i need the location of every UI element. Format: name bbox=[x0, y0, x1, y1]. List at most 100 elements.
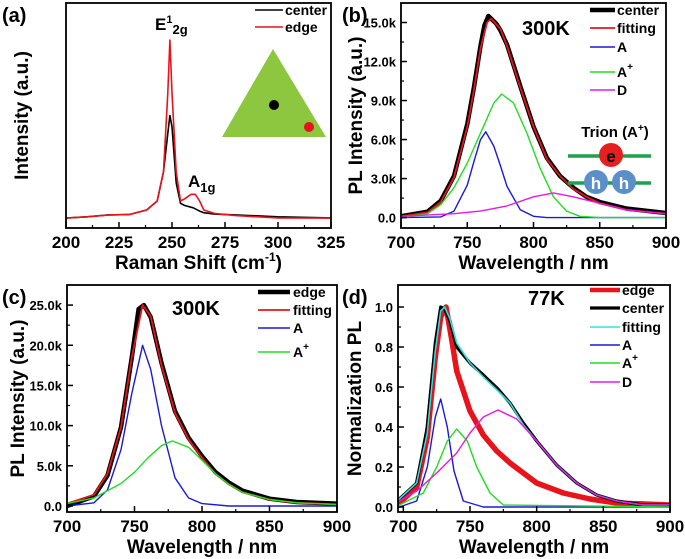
x-tick-label: 200 bbox=[52, 233, 80, 252]
series-group bbox=[398, 304, 670, 508]
legend: edge center fitting AA+ D bbox=[590, 282, 665, 390]
x-tick-label: 700 bbox=[387, 233, 415, 252]
hole-label: h bbox=[619, 174, 629, 193]
x-axis-label-sup: -1 bbox=[265, 250, 276, 264]
x-tick-label: 900 bbox=[656, 517, 684, 536]
panel-label: (d) bbox=[342, 287, 368, 309]
y-axis-label: PL Intensity (a.u.) bbox=[346, 36, 367, 194]
y-tick-label: 10.0k bbox=[29, 419, 62, 434]
temperature-label: 300K bbox=[172, 298, 220, 320]
x-tick-label: 900 bbox=[652, 233, 680, 252]
series-line-edge bbox=[66, 39, 331, 219]
x-axis-label: Wavelength / nm bbox=[127, 537, 277, 558]
legend: center fitting A A+ D bbox=[590, 2, 660, 98]
panel-label: (b) bbox=[342, 5, 368, 27]
y-tick-label: 0.0 bbox=[375, 500, 393, 515]
y-axis-label: Intensity (a.u.) bbox=[12, 51, 33, 180]
x-tick-label: 250 bbox=[158, 233, 186, 252]
x-tick-label: 850 bbox=[589, 517, 617, 536]
legend-label: fitting bbox=[622, 319, 661, 335]
peak-label-e2g: E12g bbox=[155, 14, 188, 37]
legend-label: fitting bbox=[617, 20, 656, 36]
y-tick-label: 6.0k bbox=[371, 133, 397, 148]
plot-frame bbox=[397, 284, 671, 513]
series-line-a bbox=[67, 344, 337, 507]
trion-inset: Trion (A+) eh h bbox=[568, 123, 651, 194]
hole-icon bbox=[584, 170, 608, 194]
legend-label: edge bbox=[293, 284, 326, 300]
peak-label-sub: 1g bbox=[200, 180, 215, 195]
y-tick-label: 1.0 bbox=[375, 300, 393, 315]
legend: edge fitting A A+ bbox=[258, 284, 332, 360]
panel-label: (a) bbox=[2, 5, 26, 27]
y-tick-label: 3.0k bbox=[371, 172, 397, 187]
x-axis-label: Wavelength / nm bbox=[459, 537, 609, 558]
hole-icon bbox=[612, 170, 636, 194]
hole-label: h bbox=[591, 174, 601, 193]
peak-label-sub: 2g bbox=[172, 22, 187, 37]
y-tick-label: 0.0 bbox=[378, 211, 396, 226]
x-tick-label: 750 bbox=[453, 233, 481, 252]
series-line-a bbox=[398, 398, 670, 508]
y-tick-label: 15.0k bbox=[29, 378, 62, 393]
triangle-flake-inset bbox=[222, 49, 326, 137]
series-group bbox=[401, 13, 666, 219]
panel-d: 700 750 800 850 900 0.0 0.2 0.4 0.6 0.8 1.0 Wavelen… bbox=[342, 282, 684, 558]
edge-marker bbox=[304, 122, 314, 132]
series-line-a-plus bbox=[398, 428, 670, 508]
x-axis-label: Raman Shift (cm-1) bbox=[115, 250, 282, 274]
electron-label: e bbox=[606, 147, 615, 166]
y-tick-label: 25.0k bbox=[29, 298, 62, 313]
peak-label-sup: 1 bbox=[166, 14, 172, 26]
legend-label: edge bbox=[285, 19, 318, 35]
series-group bbox=[66, 39, 331, 219]
trion-title: Trion (A+) bbox=[581, 123, 649, 141]
legend-label: edge bbox=[622, 282, 655, 298]
legend-label: center bbox=[285, 2, 328, 18]
y-axis-label: PL Intensity (a.u.) bbox=[8, 319, 29, 477]
x-tick-label: 225 bbox=[105, 233, 133, 252]
y-tick-label: 5.0k bbox=[37, 459, 63, 474]
series-line-a-plus bbox=[401, 93, 666, 219]
y-tick-label: 20.0k bbox=[29, 338, 62, 353]
center-marker bbox=[269, 100, 279, 110]
x-tick-label: 850 bbox=[255, 517, 283, 536]
x-tick-label: 275 bbox=[211, 233, 239, 252]
y-tick-label: 15.0k bbox=[363, 16, 396, 31]
legend-label-sup: + bbox=[303, 342, 309, 353]
x-tick-label: 700 bbox=[389, 517, 417, 536]
panel-a: 200 225 250 275 300 325 Raman Shift (cm-1) Inte… bbox=[2, 2, 345, 274]
legend-label: A+ bbox=[293, 342, 309, 360]
legend-label: center bbox=[622, 300, 665, 316]
series-group bbox=[67, 302, 337, 509]
y-tick-label: 12.0k bbox=[363, 55, 396, 70]
x-tick-label: 750 bbox=[120, 517, 148, 536]
panel-c: 700 750 800 850 900 0.0 5.0k 10.0k 15.0k 20.0k 25.… bbox=[2, 284, 351, 558]
x-tick-label: 300 bbox=[264, 233, 292, 252]
trion-title-end: ) bbox=[644, 124, 649, 141]
panel-label: (c) bbox=[2, 287, 26, 309]
x-tick-label: 900 bbox=[323, 517, 351, 536]
x-axis-label: Wavelength / nm bbox=[458, 253, 608, 274]
series-line-d bbox=[401, 192, 666, 218]
x-tick-label: 325 bbox=[317, 233, 345, 252]
legend-label: D bbox=[622, 374, 632, 390]
panel-b: 700 750 800 850 900 0.0 3.0k 6.0k 9.0k 12.0k 15.0k… bbox=[342, 2, 680, 274]
y-tick-label: 0.6 bbox=[375, 380, 393, 395]
x-tick-label: 800 bbox=[522, 517, 550, 536]
x-tick-label: 800 bbox=[519, 233, 547, 252]
series-line-d bbox=[398, 409, 670, 506]
series-line-a-plus bbox=[67, 440, 337, 506]
x-axis-label-end: ) bbox=[276, 253, 282, 274]
legend-label: A+ bbox=[622, 353, 638, 371]
x-tick-label: 800 bbox=[188, 517, 216, 536]
legend-label: center bbox=[617, 2, 660, 18]
y-axis-label: Normalization PL bbox=[345, 321, 366, 477]
y-tick-label: 0.2 bbox=[375, 460, 393, 475]
x-tick-label: 850 bbox=[586, 233, 614, 252]
legend-label: A bbox=[293, 320, 303, 336]
y-tick-label: 0.8 bbox=[375, 340, 393, 355]
y-tick-label: 0.4 bbox=[375, 420, 394, 435]
